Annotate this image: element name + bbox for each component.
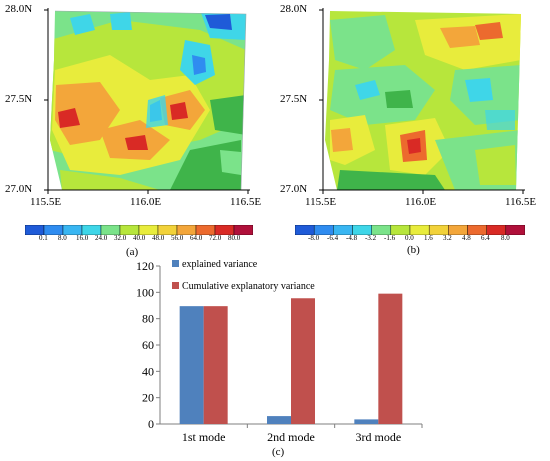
cbar-a-label: 32.0 xyxy=(114,234,127,242)
legend-swatch xyxy=(172,260,179,267)
map-b-colorbar-labels: -8.0 -6.4 -4.8 -3.2 -1.6 0.0 1.6 3.2 4.8… xyxy=(295,234,525,246)
cbar-b-label: 8.0 xyxy=(501,234,510,242)
y-tick-label: 0 xyxy=(148,417,154,431)
legend-label: explained variance xyxy=(182,259,258,270)
map-b-xtick-left: 115.5E xyxy=(305,196,337,208)
map-a-colorbar xyxy=(24,222,254,236)
map-a-ytick-mid: 27.5N xyxy=(5,93,33,105)
x-category-label: 2nd mode xyxy=(267,430,315,444)
map-a-panel: 28.0N 27.5N 27.0N 115.5E 116.0E 116.5E 0… xyxy=(0,0,270,258)
bar-chart-panel: 0 20 40 60 80 100 120 1st mode 2nd mode 3rd mode e… xyxy=(130,258,430,461)
bar-explained-variance xyxy=(354,419,379,424)
cbar-b-label: 6.4 xyxy=(481,234,490,242)
y-tick-label: 120 xyxy=(136,259,154,273)
panel-label-b: (b) xyxy=(407,244,420,256)
map-a-colorbar-swatches xyxy=(24,224,254,236)
cbar-a-label: 8.0 xyxy=(58,234,67,242)
y-tick-label: 60 xyxy=(142,338,154,352)
cbar-b-label: 4.8 xyxy=(462,234,471,242)
y-tick-label: 80 xyxy=(142,312,154,326)
map-a-xtick-left: 115.5E xyxy=(30,196,62,208)
cbar-b-label: -3.2 xyxy=(365,234,377,242)
map-a-xtick-mid: 116.0E xyxy=(130,196,162,208)
bar-cumulative-variance xyxy=(203,306,228,424)
bar-cumulative-variance xyxy=(378,293,403,424)
map-a-ytick-bottom: 27.0N xyxy=(5,183,33,195)
cbar-b-label: -1.6 xyxy=(384,234,396,242)
y-tick-label: 100 xyxy=(136,285,154,299)
cbar-b-label: 0.0 xyxy=(405,234,414,242)
cbar-b-label: -6.4 xyxy=(327,234,339,242)
map-b-ytick-top: 28.0N xyxy=(280,3,308,15)
cbar-a-label: 48.0 xyxy=(152,234,165,242)
map-a-xtick-right: 116.5E xyxy=(230,196,262,208)
bar-explained-variance xyxy=(179,306,204,424)
cbar-a-label: 24.0 xyxy=(95,234,108,242)
map-b-ytick-bottom: 27.0N xyxy=(280,183,308,195)
cbar-a-label: 16.0 xyxy=(76,234,89,242)
map-a-ytick-top: 28.0N xyxy=(5,3,33,15)
cbar-b-label: -8.0 xyxy=(308,234,320,242)
y-tick-label: 20 xyxy=(142,391,154,405)
map-a-contour-field xyxy=(44,8,250,194)
cbar-b-label: 3.2 xyxy=(443,234,452,242)
cbar-a-label: 40.0 xyxy=(133,234,146,242)
map-b-colorbar-swatches xyxy=(294,224,526,236)
cbar-b-label: 1.6 xyxy=(424,234,433,242)
legend-swatch xyxy=(172,282,179,289)
panel-label-a: (a) xyxy=(126,246,139,258)
panel-label-c: (c) xyxy=(272,446,285,458)
bar-chart: 0 20 40 60 80 100 120 1st mode 2nd mode 3rd mode e… xyxy=(136,259,423,444)
x-category-label: 1st mode xyxy=(182,430,226,444)
map-b-xtick-right: 116.5E xyxy=(505,196,537,208)
legend-label: Cumulative explanatory variance xyxy=(182,281,315,292)
y-tick-label: 40 xyxy=(142,364,154,378)
map-b-xtick-mid: 116.0E xyxy=(405,196,437,208)
map-b-panel: 28.0N 27.5N 27.0N 115.5E 116.0E 116.5E -… xyxy=(275,0,550,260)
cbar-a-label: 0.1 xyxy=(39,234,48,242)
bar-explained-variance xyxy=(267,416,291,424)
cbar-b-label: -4.8 xyxy=(346,234,358,242)
cbar-a-label: 80.0 xyxy=(228,234,241,242)
map-b-ytick-mid: 27.5N xyxy=(280,93,308,105)
map-b-colorbar xyxy=(294,222,526,236)
map-a-colorbar-labels: 0.1 8.0 16.0 24.0 32.0 40.0 48.0 56.0 64… xyxy=(25,234,253,246)
map-b-contour-field xyxy=(319,8,525,194)
x-category-label: 3rd mode xyxy=(356,430,402,444)
bar-cumulative-variance xyxy=(291,298,315,424)
cbar-a-label: 64.0 xyxy=(190,234,203,242)
cbar-a-label: 56.0 xyxy=(171,234,184,242)
cbar-a-label: 72.0 xyxy=(209,234,222,242)
